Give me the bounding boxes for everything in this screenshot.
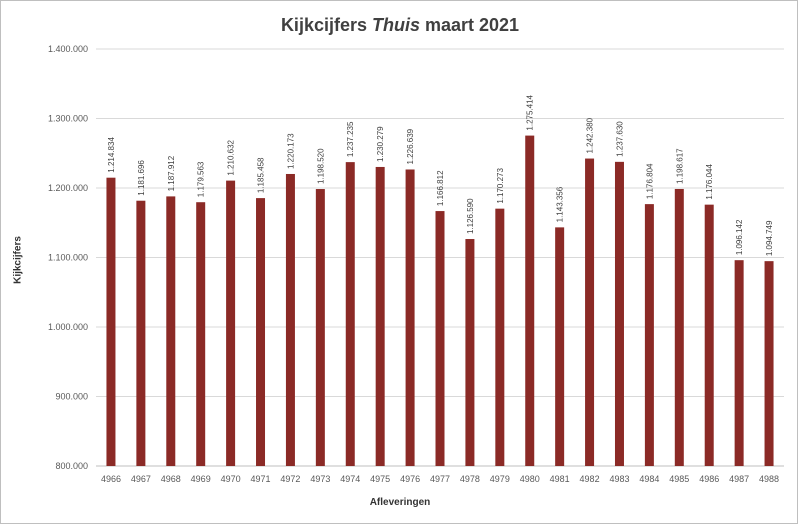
x-tick-label: 4973	[310, 474, 330, 484]
x-tick-label: 4985	[669, 474, 689, 484]
data-label: 1.198.520	[316, 148, 325, 184]
data-label: 1.198.617	[675, 148, 684, 184]
data-label: 1.275.414	[526, 94, 535, 130]
y-tick-label: 1.300.000	[48, 114, 88, 124]
x-tick-label: 4980	[520, 474, 540, 484]
x-tick-label: 4982	[580, 474, 600, 484]
data-label: 1.230.279	[376, 126, 385, 162]
bar	[435, 211, 445, 466]
x-tick-label: 4979	[490, 474, 510, 484]
data-label: 1.242.380	[586, 117, 595, 153]
chart-title-italic: Thuis	[371, 15, 420, 35]
bar	[674, 188, 684, 466]
x-tick-label: 4984	[639, 474, 659, 484]
data-label: 1.176.044	[705, 164, 714, 200]
x-tick-label: 4978	[460, 474, 480, 484]
y-tick-label: 1.000.000	[48, 322, 88, 332]
y-tick-label: 1.100.000	[48, 253, 88, 263]
data-label: 1.220.173	[286, 133, 295, 169]
y-tick-label: 1.400.000	[48, 44, 88, 54]
bar	[136, 200, 146, 466]
bar	[495, 208, 505, 466]
data-label: 1.226.639	[406, 128, 415, 164]
x-tick-label: 4975	[370, 474, 390, 484]
x-tick-label: 4983	[609, 474, 629, 484]
data-label: 1.096.142	[735, 219, 744, 255]
bar	[405, 169, 415, 466]
x-tick-label: 4981	[550, 474, 570, 484]
bar	[285, 173, 295, 466]
bar	[375, 166, 385, 466]
chart-title-suffix: maart 2021	[419, 15, 520, 35]
data-label: 1.237.235	[346, 121, 355, 157]
data-label: 1.094.749	[765, 220, 774, 256]
bar	[525, 135, 535, 466]
bar	[106, 177, 116, 466]
x-tick-label: 4976	[400, 474, 420, 484]
bar	[614, 161, 624, 466]
chart-title: Kijkcijfers Thuis maart 2021	[0, 15, 800, 36]
x-tick-label: 4970	[221, 474, 241, 484]
y-tick-label: 800.000	[55, 461, 88, 471]
data-label: 1.170.273	[496, 168, 505, 204]
x-tick-label: 4988	[759, 474, 779, 484]
bar	[256, 198, 266, 466]
bar	[764, 261, 774, 466]
bar	[555, 227, 565, 466]
x-axis-label: Afleveringen	[369, 497, 431, 508]
bar	[704, 204, 714, 466]
x-tick-label: 4967	[131, 474, 151, 484]
bars	[106, 135, 774, 466]
bar	[196, 202, 206, 466]
x-axis-ticks: 4966 4967 4968 4969 4970 4971 4972 4973 4974 4975…	[101, 474, 779, 484]
bar	[345, 162, 355, 466]
x-tick-label: 4969	[191, 474, 211, 484]
data-label: 1.237.630	[615, 121, 624, 157]
data-label: 1.185.458	[257, 157, 266, 193]
x-tick-label: 4987	[729, 474, 749, 484]
x-tick-label: 4974	[340, 474, 360, 484]
bar	[166, 196, 176, 466]
bar	[585, 158, 595, 466]
bar	[226, 180, 236, 466]
x-tick-label: 4971	[251, 474, 271, 484]
x-tick-label: 4986	[699, 474, 719, 484]
data-label: 1.214.834	[107, 137, 116, 173]
bar	[465, 239, 475, 466]
x-tick-label: 4972	[280, 474, 300, 484]
data-labels: 1.214.834 1.181.696 1.187.912 1.179.563 1.21…	[107, 94, 774, 256]
data-label: 1.166.812	[436, 170, 445, 206]
data-label: 1.126.590	[466, 198, 475, 234]
bar	[644, 204, 654, 466]
data-label: 1.210.632	[227, 139, 236, 175]
data-label: 1.143.356	[556, 186, 565, 222]
x-tick-label: 4977	[430, 474, 450, 484]
chart-title-prefix: Kijkcijfers	[280, 15, 372, 35]
data-label: 1.179.563	[197, 161, 206, 197]
y-axis-ticks: 800.000 900.000 1.000.000 1.100.000 1.200.00…	[48, 44, 88, 471]
data-label: 1.181.696	[137, 160, 146, 196]
bar	[315, 189, 325, 466]
bar	[734, 260, 744, 466]
data-label: 1.176.804	[645, 163, 654, 199]
x-tick-label: 4968	[161, 474, 181, 484]
data-label: 1.187.912	[167, 155, 176, 191]
x-tick-label: 4966	[101, 474, 121, 484]
y-tick-label: 1.200.000	[48, 183, 88, 193]
y-tick-label: 900.000	[55, 392, 88, 402]
